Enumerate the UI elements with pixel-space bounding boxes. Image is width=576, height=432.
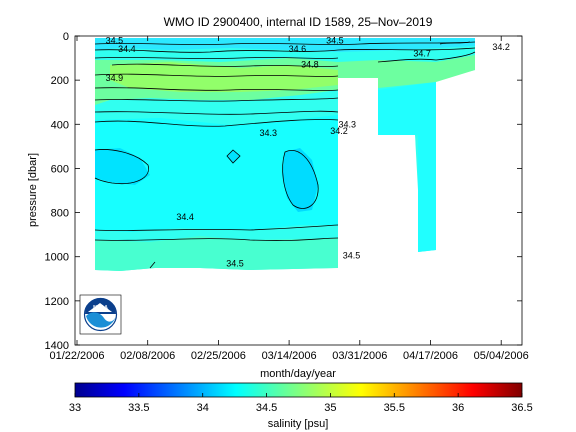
x-tick-label: 05/04/2006	[474, 350, 529, 362]
contour-line	[94, 97, 339, 102]
field-surface	[95, 38, 475, 52]
contour-label: 34.3	[339, 119, 357, 129]
y-tick-label: 400	[51, 119, 69, 131]
contour-line	[94, 73, 339, 77]
y-axis: 0 200 400 600 800 1000 1200 1400	[45, 31, 522, 352]
contour-labels: 34.534.4 34.634.834.934.334.334.234.434.5…	[106, 35, 510, 268]
contour-line	[149, 261, 156, 269]
x-tick-label: 01/22/2006	[49, 350, 104, 362]
colorbar-gradient	[74, 382, 523, 398]
contour-label: 34.3	[260, 128, 278, 138]
y-tick-label: 600	[51, 163, 69, 175]
x-tick-label: 03/31/2006	[332, 350, 387, 362]
noaa-logo: NOAA	[79, 294, 122, 335]
contour-label: 34.6	[289, 44, 307, 54]
x-tick-label: 02/25/2006	[191, 350, 246, 362]
field-intermediate	[95, 115, 338, 232]
field-core	[110, 62, 338, 92]
contour-line	[94, 110, 339, 115]
colorbar-tick-label: 35	[324, 402, 336, 414]
colorbar-tick-label: 33	[69, 402, 81, 414]
colorbar-tick-label: 35.5	[384, 402, 405, 414]
x-tick-label: 04/17/2006	[403, 350, 458, 362]
contour-line	[94, 57, 339, 59]
y-tick-label: 0	[63, 31, 69, 43]
colorbar-ticks: 33 33.5 34 34.5 35 35.5 36 36.5	[69, 393, 533, 414]
colorbar-tick-label: 36	[452, 402, 464, 414]
colorbar: 33 33.5 34 34.5 35 35.5 36 36.5 salinity [psu]	[69, 382, 533, 430]
contour-line	[94, 119, 339, 127]
field-fresh-center	[282, 148, 318, 212]
contour-label: 34.5	[106, 35, 124, 45]
chart-title: WMO ID 2900400, internal ID 1589, 25–Nov…	[164, 15, 433, 29]
x-tick-label: 02/08/2006	[120, 350, 175, 362]
x-axis-label: month/day/year	[260, 368, 336, 380]
contour-line	[94, 47, 476, 53]
contour-label: 34.5	[226, 258, 244, 268]
contour-line	[94, 149, 149, 185]
y-tick-label: 1000	[45, 252, 69, 264]
colorbar-tick-label: 34.5	[256, 402, 277, 414]
salinity-field	[95, 38, 475, 271]
x-axis: 01/22/2006 02/08/2006 02/25/2006 03/14/2006…	[49, 36, 529, 362]
field-fresh-left	[95, 148, 150, 185]
plot-frame	[74, 35, 523, 346]
x-tick-label: 03/14/2006	[262, 350, 317, 362]
contour-label: 34.7	[413, 49, 431, 59]
contour-line	[94, 237, 339, 241]
contour-label: 34.5	[326, 35, 344, 45]
colorbar-tick-label: 33.5	[128, 402, 149, 414]
contour-line	[377, 51, 476, 63]
y-tick-label: 800	[51, 208, 69, 220]
contour-line	[226, 149, 241, 164]
contour-label: 34.2	[330, 126, 348, 136]
y-tick-label: 200	[51, 75, 69, 87]
y-tick-label: 1400	[45, 340, 69, 352]
contour-label: 34.5	[343, 251, 361, 261]
field-deep	[95, 236, 338, 271]
contour-label: 34.9	[106, 73, 124, 83]
contour-lines	[94, 41, 476, 269]
contour-line	[111, 63, 339, 67]
field-right-column-2	[378, 82, 436, 252]
contour-line	[94, 224, 339, 231]
contour-label: 34.2	[492, 42, 510, 52]
contour-line	[439, 41, 471, 45]
contour-label: 34.8	[301, 60, 319, 70]
colorbar-tick-label: 34	[197, 402, 209, 414]
noaa-logo-text: NOAA	[93, 305, 108, 311]
contour-line	[282, 150, 319, 209]
contour-label: 34.4	[118, 44, 136, 54]
missing-data-region	[338, 78, 418, 250]
contour-label: 34.4	[176, 212, 194, 222]
colorbar-label: salinity [psu]	[268, 418, 329, 430]
y-tick-label: 1200	[45, 296, 69, 308]
colorbar-tick-label: 36.5	[511, 402, 532, 414]
y-axis-label: pressure [dbar]	[27, 153, 39, 227]
contour-line	[94, 87, 339, 91]
contour-line	[94, 41, 476, 45]
